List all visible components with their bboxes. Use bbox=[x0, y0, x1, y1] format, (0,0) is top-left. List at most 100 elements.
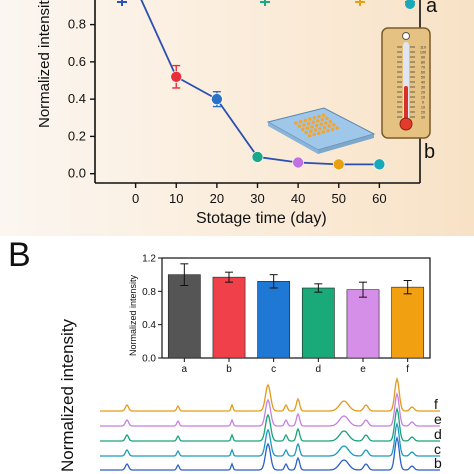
inset-x-tick-label: c bbox=[271, 364, 276, 375]
inset-bar-f bbox=[391, 286, 425, 359]
chip-nanodot bbox=[318, 126, 322, 131]
chip-nanodot bbox=[312, 132, 317, 137]
spectrum-line-c bbox=[100, 421, 440, 457]
chip-nanodot bbox=[327, 124, 332, 128]
thermometer-bulb bbox=[399, 117, 413, 131]
chip-nanodot bbox=[332, 123, 336, 127]
chip-nanodot bbox=[302, 123, 306, 127]
panel-b-letter: B bbox=[8, 236, 31, 274]
panel-a-x-tick-label: 10 bbox=[169, 191, 183, 206]
thermometer-scale-label: 30 bbox=[421, 86, 425, 90]
panel-a-x-tick-label: 0 bbox=[132, 191, 139, 206]
chip-nanodot bbox=[335, 126, 340, 130]
thermometer-scale-label: 60 bbox=[421, 71, 425, 75]
panel-b-inset-bar-chart: 0.0 0.4 0.8 1.2 a b c d e f Normalized intensity bbox=[104, 244, 436, 376]
chip-nanodot bbox=[319, 122, 324, 126]
spectrum-line-d bbox=[100, 406, 440, 442]
chip-nanodot bbox=[326, 128, 330, 133]
spectrum-label-d: d bbox=[434, 426, 442, 442]
panel-a-curve-label-b: b bbox=[424, 141, 435, 163]
thermometer-scale-label: 30 bbox=[421, 116, 425, 120]
chip-nanodot bbox=[320, 117, 325, 122]
inset-bar-c bbox=[257, 281, 291, 359]
thermometer-scale-label: 90 bbox=[421, 56, 425, 60]
inset-y-axis-label: Normalized intensity bbox=[128, 274, 138, 356]
thermometer-scale-label: 40 bbox=[421, 81, 425, 85]
inset-bar-e bbox=[346, 289, 380, 359]
chip-nanodot bbox=[312, 116, 317, 120]
chip-nanodot bbox=[303, 118, 308, 123]
spectrum-line-b bbox=[100, 435, 440, 471]
panel-a-x-tick-label: 40 bbox=[291, 191, 305, 206]
chip-nanodot bbox=[305, 126, 310, 130]
chip-nanodot bbox=[317, 114, 321, 119]
chip-substrate-edge bbox=[268, 122, 318, 154]
inset-x-tick-label: d bbox=[316, 364, 322, 375]
spectrum-line-f bbox=[100, 376, 440, 412]
thermometer-scale-label: 20 bbox=[421, 91, 425, 95]
chip-nanodot bbox=[322, 125, 327, 130]
chip-nanodot bbox=[298, 119, 303, 124]
panel-a-y-tick-label: 0.8 bbox=[68, 17, 86, 32]
panel-a-data-point bbox=[332, 158, 345, 171]
chip-nanodot bbox=[314, 123, 319, 128]
chip-nanodot bbox=[324, 121, 328, 125]
chip-nanodot bbox=[306, 121, 311, 126]
inset-bar-d bbox=[301, 287, 335, 359]
thermometer-scale-label: 20 bbox=[421, 111, 425, 115]
thermometer-scale-label: 70 bbox=[421, 66, 425, 70]
panel-a-y-tick-label: 0.6 bbox=[68, 54, 86, 69]
chip-nanodot bbox=[325, 116, 329, 121]
inset-x-tick-label: a bbox=[182, 364, 188, 375]
spectrum-label-c: c bbox=[434, 441, 441, 457]
chip-nanodot bbox=[316, 119, 320, 123]
chip-nanodot bbox=[313, 128, 318, 132]
thermometer-scale-label: 50 bbox=[421, 76, 425, 80]
spectrum-label-f: f bbox=[434, 396, 438, 412]
chip-nanodot bbox=[301, 127, 305, 132]
inset-x-tick-label: f bbox=[406, 364, 409, 375]
inset-bar-a bbox=[167, 274, 201, 359]
chip-substrate-edge bbox=[318, 134, 374, 154]
chip-nanodot bbox=[321, 130, 326, 134]
panel-a-data-point bbox=[373, 158, 386, 171]
chip-nanodot bbox=[330, 127, 335, 132]
inset-y-tick-label: 0.4 bbox=[142, 320, 156, 331]
spectrum-label-e: e bbox=[434, 411, 442, 427]
panel-a-y-tick-label: 0.4 bbox=[68, 91, 86, 106]
panel-a-data-point bbox=[170, 70, 183, 83]
chip-nanodot bbox=[321, 113, 326, 117]
inset-x-tick-label: e bbox=[360, 364, 366, 375]
panel-a-data-point bbox=[251, 151, 264, 163]
chip-nanodot bbox=[311, 120, 316, 125]
panel-a-data-point bbox=[211, 93, 223, 105]
chip-nanodot bbox=[310, 125, 314, 129]
inset-axes-frame bbox=[161, 257, 431, 359]
spectrum-line-e bbox=[100, 391, 440, 427]
inset-bar-b bbox=[212, 276, 246, 359]
panel-a-x-tick-label: 60 bbox=[372, 191, 386, 206]
chip-nanodot bbox=[297, 124, 302, 128]
thermometer-scale-label: 10 bbox=[421, 106, 425, 110]
panel-a-legend-marker bbox=[405, 0, 415, 9]
panel-a-curve-label-a: a bbox=[426, 0, 438, 17]
panel-a-x-axis-label: Stotage time (day) bbox=[196, 210, 327, 227]
chip-nanodot bbox=[328, 119, 333, 124]
panel-a-y-tick-label: 0.2 bbox=[68, 128, 86, 143]
panel-a-data-point bbox=[292, 156, 304, 169]
inset-y-tick-label: 0.0 bbox=[142, 354, 156, 365]
thermometer-scale-label: 110 bbox=[420, 46, 426, 50]
panel-b-y-axis-label: Normalized intensity bbox=[58, 318, 77, 472]
thermometer-hang-hole bbox=[402, 32, 410, 40]
panel-a-y-tick-label: 0.0 bbox=[68, 166, 86, 181]
chip-nanodot bbox=[304, 130, 309, 135]
chip-nanodot bbox=[307, 134, 312, 138]
inset-y-tick-label: 0.8 bbox=[142, 287, 156, 298]
panel-a-x-tick-label: 30 bbox=[250, 191, 264, 206]
sensor-chip-illustration bbox=[266, 107, 376, 154]
thermometer-scale-label: 0 bbox=[422, 101, 424, 105]
chip-nanodot bbox=[309, 129, 313, 134]
